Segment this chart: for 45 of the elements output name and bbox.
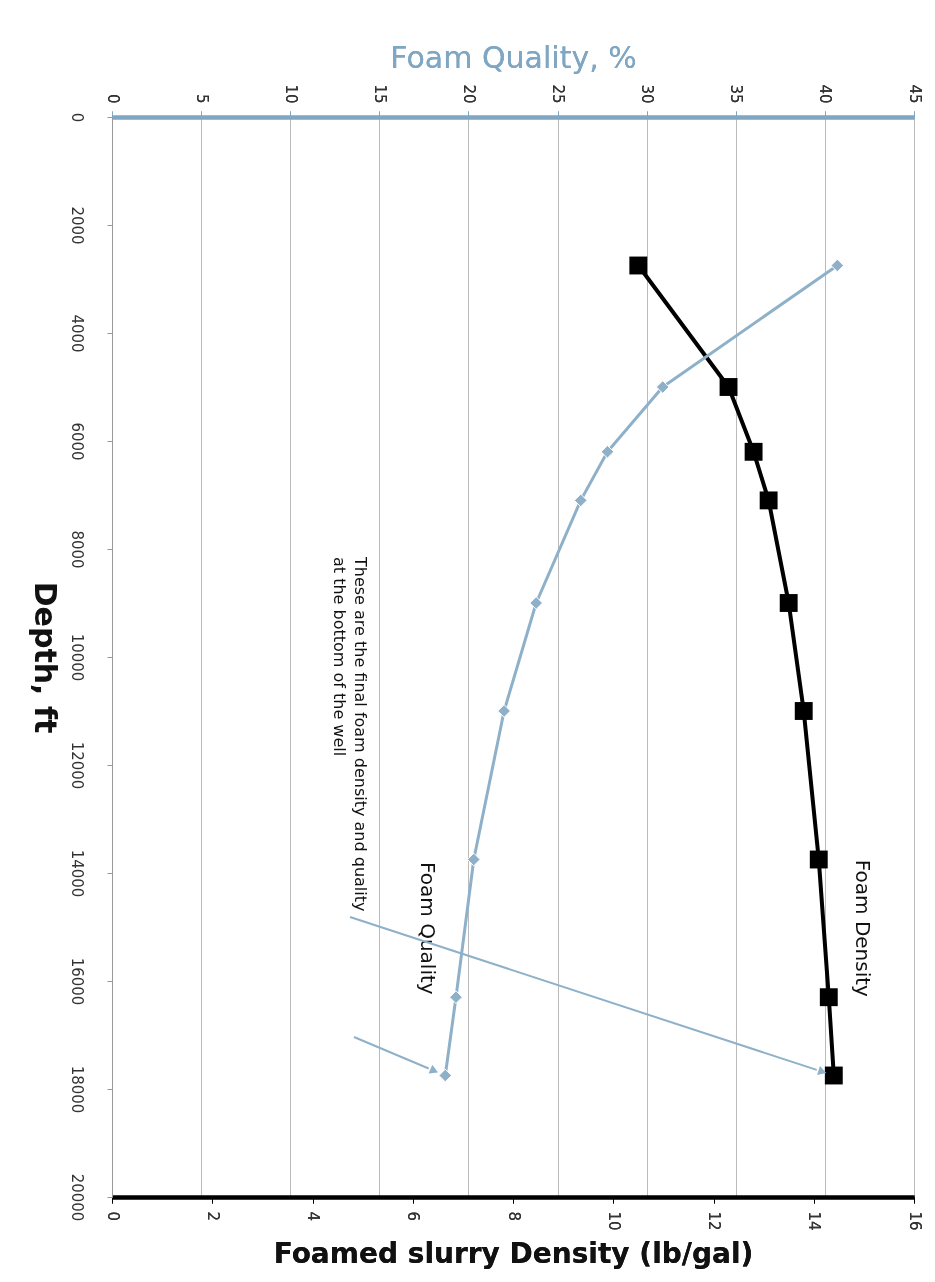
y-tick-label: 0	[67, 112, 86, 123]
y-tick-label: 14000	[67, 849, 86, 898]
y-tick-label: 10000	[67, 633, 86, 682]
x2-tick-label: 5	[192, 93, 211, 104]
y-tick-label: 8000	[67, 530, 86, 569]
point	[824, 1066, 843, 1085]
text: Foam Density	[850, 859, 875, 998]
y-tick-label: 16000	[67, 957, 86, 1006]
x-tick-label: 10	[604, 1211, 623, 1231]
point	[744, 442, 763, 461]
x2-axis-title: Foam Quality, %	[390, 40, 637, 76]
y-tick-label: 18000	[67, 1065, 86, 1114]
point	[779, 594, 798, 612]
x-axis-title: Foamed slurry Density (lb/gal)	[273, 1236, 754, 1270]
point	[819, 988, 838, 1007]
x-tick-label: 12	[705, 1211, 723, 1231]
x2-tick-label: 45	[905, 84, 924, 104]
y-tick-label: 2000	[67, 206, 86, 245]
y-tick-label: 12000	[67, 741, 86, 790]
point	[719, 378, 738, 396]
y-tick-label: 20000	[67, 1173, 86, 1222]
x2-tick-label: 0	[103, 93, 122, 104]
annotation: These are the final foam density and quality at the bottom of the well	[330, 556, 370, 912]
x2-tick-label: 25	[549, 84, 568, 104]
x2-tick-label: 40	[816, 84, 835, 104]
x2-tick-label: 15	[370, 84, 389, 104]
point	[759, 491, 778, 510]
x-tick-label: 0	[103, 1211, 122, 1222]
x-tick-label: 14	[805, 1211, 824, 1231]
point	[809, 850, 828, 869]
x-tick-label: 8	[504, 1211, 523, 1222]
y-tick-label: 4000	[67, 314, 86, 353]
y-axis-title: Depth, ft	[27, 581, 63, 734]
point	[794, 702, 813, 720]
point	[629, 256, 648, 275]
x-tick-label: 4	[304, 1211, 322, 1222]
x-tick-label: 2	[203, 1211, 222, 1222]
x2-tick-label: 30	[638, 84, 657, 104]
x-tick-label: 16	[905, 1211, 924, 1231]
text: Foam Quality	[415, 862, 440, 995]
x2-tick-label: 20	[459, 84, 478, 104]
x2-tick-label: 35	[727, 84, 746, 104]
x-tick-label: 6	[404, 1211, 423, 1222]
y-tick-label: 6000	[67, 422, 86, 461]
x2-tick-label: 10	[281, 84, 300, 104]
